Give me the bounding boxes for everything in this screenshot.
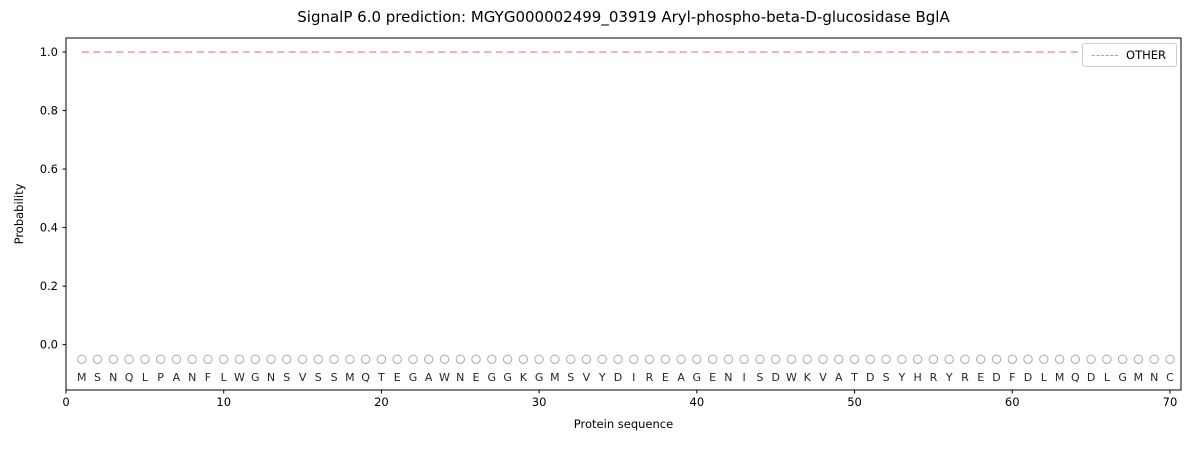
svg-text:50: 50 — [847, 395, 862, 409]
svg-text:F: F — [1009, 371, 1015, 384]
svg-text:0.4: 0.4 — [40, 221, 58, 235]
legend-label: OTHER — [1126, 48, 1166, 62]
svg-text:G: G — [693, 371, 702, 384]
svg-text:M: M — [345, 371, 355, 384]
svg-text:Y: Y — [945, 371, 953, 384]
svg-text:N: N — [109, 371, 117, 384]
svg-text:0: 0 — [62, 395, 69, 409]
chart-title: SignalP 6.0 prediction: MGYG000002499_03… — [297, 8, 950, 26]
svg-text:H: H — [913, 371, 921, 384]
svg-text:R: R — [961, 371, 969, 384]
svg-text:T: T — [850, 371, 858, 384]
svg-text:I: I — [632, 371, 635, 384]
svg-text:0.2: 0.2 — [40, 279, 58, 293]
svg-text:Y: Y — [598, 371, 606, 384]
svg-text:S: S — [331, 371, 338, 384]
svg-text:N: N — [724, 371, 732, 384]
svg-text:S: S — [756, 371, 763, 384]
svg-text:G: G — [488, 371, 497, 384]
y-axis-ticks: 0.0 0.2 0.4 0.6 0.8 1.0 — [40, 45, 66, 352]
svg-text:S: S — [315, 371, 322, 384]
svg-text:V: V — [583, 371, 591, 384]
svg-text:A: A — [835, 371, 843, 384]
svg-text:S: S — [283, 371, 290, 384]
svg-text:M: M — [1134, 371, 1144, 384]
svg-text:I: I — [742, 371, 745, 384]
svg-text:70: 70 — [1163, 395, 1178, 409]
svg-text:D: D — [1087, 371, 1095, 384]
x-axis-ticks: 0 10 20 30 40 50 60 70 — [62, 390, 1177, 409]
svg-text:D: D — [992, 371, 1000, 384]
svg-text:0.8: 0.8 — [40, 104, 58, 118]
svg-text:C: C — [1166, 371, 1174, 384]
svg-text:N: N — [188, 371, 196, 384]
svg-text:K: K — [804, 371, 812, 384]
svg-text:P: P — [157, 371, 164, 384]
svg-text:E: E — [977, 371, 984, 384]
svg-text:A: A — [425, 371, 433, 384]
svg-text:R: R — [930, 371, 938, 384]
svg-text:N: N — [1150, 371, 1158, 384]
x-axis-label: Protein sequence — [573, 417, 674, 431]
svg-text:L: L — [1104, 371, 1111, 384]
svg-text:20: 20 — [374, 395, 389, 409]
svg-text:40: 40 — [690, 395, 705, 409]
svg-text:S: S — [883, 371, 890, 384]
svg-text:V: V — [819, 371, 827, 384]
svg-text:1.0: 1.0 — [40, 45, 58, 59]
svg-text:G: G — [535, 371, 544, 384]
svg-text:D: D — [1024, 371, 1032, 384]
svg-text:Y: Y — [898, 371, 906, 384]
svg-text:N: N — [456, 371, 464, 384]
svg-text:G: G — [251, 371, 260, 384]
svg-text:0.0: 0.0 — [40, 338, 58, 352]
svg-text:V: V — [299, 371, 307, 384]
svg-text:F: F — [205, 371, 211, 384]
svg-text:D: D — [866, 371, 874, 384]
svg-text:W: W — [234, 371, 245, 384]
svg-text:M: M — [77, 371, 87, 384]
svg-text:D: D — [771, 371, 779, 384]
svg-text:G: G — [409, 371, 418, 384]
svg-text:D: D — [614, 371, 622, 384]
svg-text:R: R — [646, 371, 654, 384]
svg-text:K: K — [520, 371, 528, 384]
svg-text:Q: Q — [361, 371, 370, 384]
svg-text:E: E — [709, 371, 716, 384]
svg-text:S: S — [567, 371, 574, 384]
svg-text:L: L — [221, 371, 228, 384]
svg-text:S: S — [94, 371, 101, 384]
svg-text:30: 30 — [532, 395, 547, 409]
svg-text:W: W — [439, 371, 450, 384]
svg-text:L: L — [1041, 371, 1048, 384]
svg-text:Q: Q — [125, 371, 134, 384]
svg-text:E: E — [394, 371, 401, 384]
legend: OTHER — [1082, 43, 1177, 67]
svg-text:G: G — [1118, 371, 1127, 384]
svg-text:L: L — [142, 371, 149, 384]
svg-text:Q: Q — [1071, 371, 1080, 384]
plot-frame — [65, 37, 1182, 391]
svg-text:E: E — [473, 371, 480, 384]
svg-text:60: 60 — [1005, 395, 1020, 409]
legend-dashed-line-icon — [1092, 54, 1119, 56]
svg-text:0.6: 0.6 — [40, 162, 58, 176]
svg-text:M: M — [1055, 371, 1065, 384]
residue-markers — [77, 354, 1175, 364]
svg-text:10: 10 — [216, 395, 231, 409]
svg-text:E: E — [662, 371, 669, 384]
svg-text:N: N — [267, 371, 275, 384]
svg-text:M: M — [550, 371, 560, 384]
svg-text:A: A — [677, 371, 685, 384]
svg-text:G: G — [503, 371, 512, 384]
svg-text:W: W — [786, 371, 797, 384]
svg-text:T: T — [377, 371, 385, 384]
svg-text:A: A — [173, 371, 181, 384]
